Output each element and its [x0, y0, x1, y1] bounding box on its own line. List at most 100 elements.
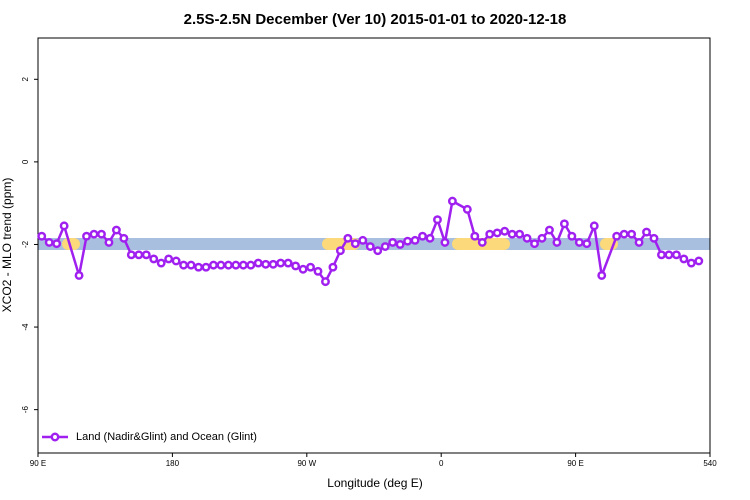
- data-point: [522, 233, 532, 243]
- data-point: [52, 239, 62, 249]
- data-point: [470, 231, 480, 241]
- legend-label: Land (Nadir&Glint) and Ocean (Glint): [76, 431, 257, 443]
- data-point: [485, 229, 495, 239]
- data-point: [350, 239, 360, 249]
- data-point: [268, 259, 278, 269]
- legend-marker: [50, 432, 60, 442]
- data-point: [186, 260, 196, 270]
- data-point: [395, 240, 405, 249]
- data-point: [313, 266, 323, 276]
- data-point: [149, 254, 159, 264]
- data-point: [567, 231, 577, 241]
- data-point: [574, 237, 584, 247]
- data-point: [664, 250, 674, 260]
- data-point: [492, 228, 502, 238]
- data-point: [418, 231, 427, 241]
- data-point: [507, 229, 517, 239]
- data-point: [171, 256, 181, 266]
- data-point: [44, 237, 54, 247]
- data-point: [589, 221, 599, 231]
- y-tick-label: 2: [21, 77, 30, 82]
- data-point: [619, 229, 629, 239]
- data-point: [627, 229, 637, 239]
- data-point: [612, 231, 622, 241]
- data-point: [306, 262, 315, 272]
- data-point: [582, 239, 592, 249]
- y-tick-label: 0: [21, 159, 30, 164]
- x-tick-label: 540: [703, 459, 717, 468]
- land-band: [62, 238, 80, 250]
- data-point: [649, 233, 659, 243]
- data-point: [671, 250, 681, 260]
- data-point: [634, 237, 644, 247]
- data-point: [238, 260, 248, 270]
- data-point: [686, 258, 696, 268]
- data-point: [82, 231, 91, 241]
- x-tick-label: 90 E: [30, 459, 46, 468]
- data-point: [694, 256, 704, 266]
- data-point: [477, 237, 487, 247]
- data-point: [119, 233, 129, 243]
- data-point: [134, 250, 144, 260]
- data-point: [328, 262, 338, 272]
- data-point: [276, 258, 286, 268]
- data-point: [657, 250, 666, 260]
- data-point: [642, 227, 651, 237]
- data-point: [403, 236, 413, 246]
- data-point: [462, 204, 472, 214]
- data-point: [89, 229, 99, 239]
- data-point: [537, 233, 547, 243]
- data-point: [164, 254, 174, 264]
- y-tick-label: -6: [21, 406, 30, 414]
- data-point: [440, 237, 450, 247]
- data-point: [373, 246, 383, 256]
- data-point: [447, 196, 457, 206]
- data-point: [216, 260, 226, 270]
- data-point: [104, 237, 114, 247]
- data-point: [515, 229, 525, 239]
- legend: Land (Nadir&Glint) and Ocean (Glint): [42, 431, 257, 443]
- data-point: [156, 258, 166, 268]
- data-point: [194, 262, 203, 272]
- data-point: [261, 259, 271, 269]
- data-point: [126, 250, 136, 260]
- data-point: [388, 237, 398, 247]
- data-point: [246, 260, 256, 270]
- data-point: [179, 260, 189, 270]
- x-tick-label: 0: [439, 459, 444, 468]
- data-point: [37, 231, 47, 241]
- y-tick-label: -4: [21, 323, 30, 331]
- x-tick-label: 90 E: [567, 459, 583, 468]
- x-tick-label: 180: [166, 459, 180, 468]
- data-point: [97, 229, 106, 239]
- data-point: [433, 215, 442, 225]
- data-point: [530, 239, 539, 249]
- data-point: [201, 262, 211, 272]
- y-axis-label: XCO2 - MLO trend (ppm): [0, 178, 14, 313]
- data-point: [74, 270, 84, 280]
- data-point: [500, 226, 510, 236]
- chart-title: 2.5S-2.5N December (Ver 10) 2015-01-01 t…: [184, 11, 567, 28]
- data-point: [597, 270, 607, 280]
- data-point: [410, 235, 420, 245]
- x-axis-label: Longitude (deg E): [327, 476, 422, 490]
- data-point: [223, 260, 233, 270]
- data-point: [358, 235, 368, 245]
- data-point: [321, 277, 330, 287]
- x-tick-label: 90 W: [297, 459, 316, 468]
- data-point: [343, 233, 353, 243]
- data-point: [231, 260, 241, 270]
- data-point: [141, 250, 151, 260]
- data-point: [209, 260, 218, 270]
- data-point: [59, 221, 69, 231]
- data-point: [380, 242, 390, 251]
- data-point: [552, 237, 562, 247]
- data-point: [253, 258, 263, 268]
- data-point: [283, 258, 293, 268]
- data-point: [545, 225, 554, 235]
- y-tick-label: -2: [21, 240, 30, 248]
- data-point: [365, 242, 375, 251]
- data-point: [425, 233, 435, 243]
- data-point: [679, 254, 689, 264]
